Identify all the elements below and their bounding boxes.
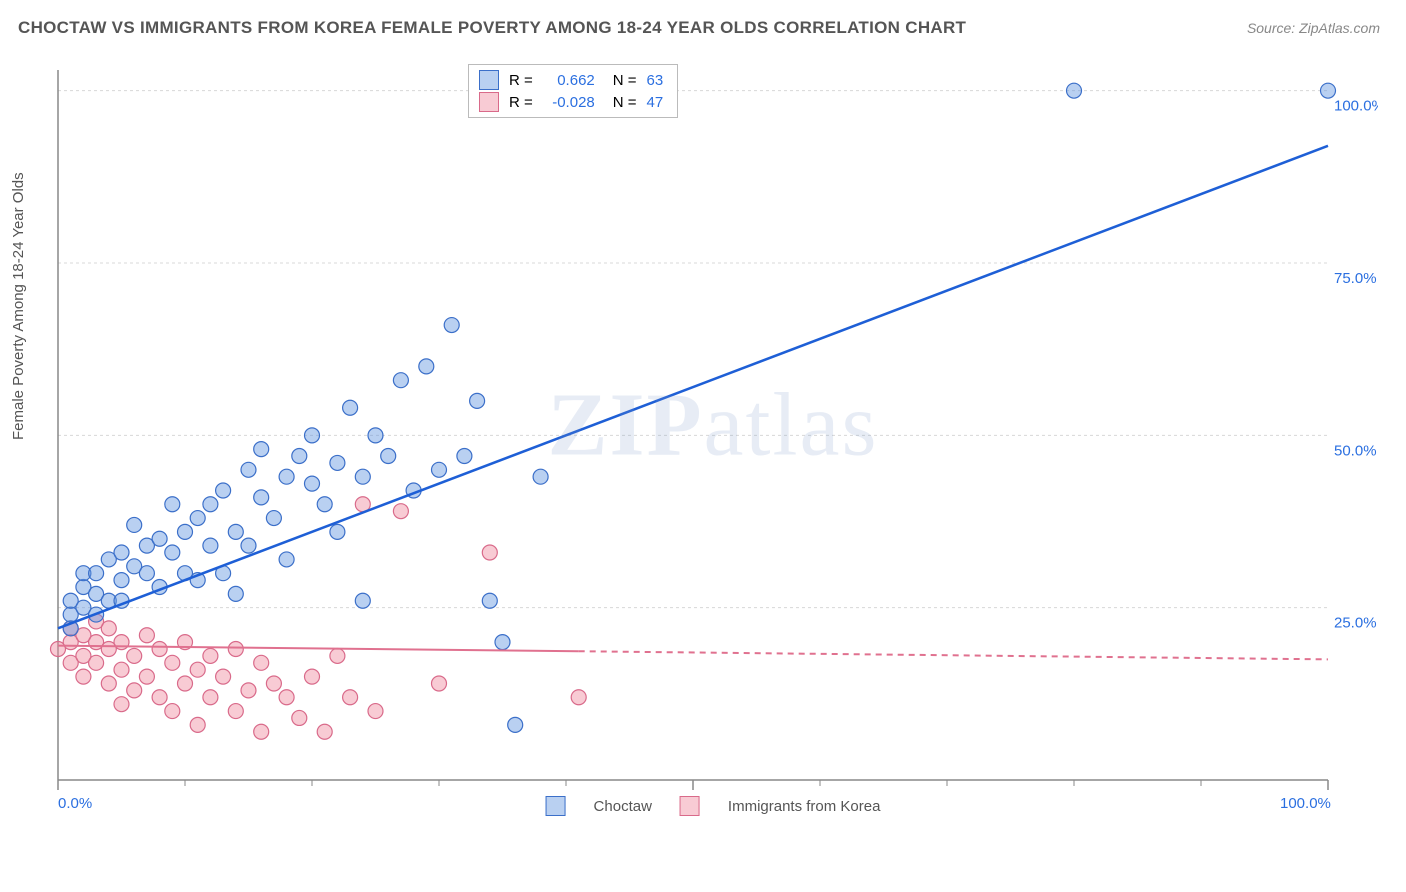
chart-svg: 25.0% 50.0% 75.0% 100.0% 0.0% 100.0% [48,60,1378,820]
series-a-label: Choctaw [594,798,652,815]
stats-row-a: R = 0.662 N = 63 [479,69,663,91]
r-value: -0.028 [543,94,595,111]
svg-text:50.0%: 50.0% [1334,442,1377,459]
svg-text:75.0%: 75.0% [1334,270,1377,287]
chart-title: CHOCTAW VS IMMIGRANTS FROM KOREA FEMALE … [18,18,966,38]
svg-text:0.0%: 0.0% [58,795,92,812]
stats-legend: R = 0.662 N = 63 R = -0.028 N = 47 [468,64,678,118]
n-value: 63 [647,72,664,89]
stats-row-b: R = -0.028 N = 47 [479,91,663,113]
square-icon [680,796,700,816]
source-credit: Source: ZipAtlas.com [1247,20,1380,36]
r-label: R = [509,94,533,111]
scatter-plot: 25.0%50.0%75.0%100.0%0.0%100.0% ZIPatlas… [48,60,1378,820]
svg-text:100.0%: 100.0% [1334,98,1378,115]
n-label: N = [613,94,637,111]
y-axis-label: Female Poverty Among 18-24 Year Olds [10,172,27,440]
r-label: R = [509,72,533,89]
svg-text:100.0%: 100.0% [1280,795,1331,812]
series-legend: Choctaw Immigrants from Korea [546,796,881,816]
n-label: N = [613,72,637,89]
r-value: 0.662 [543,72,595,89]
svg-text:25.0%: 25.0% [1334,615,1377,632]
square-icon [479,70,499,90]
n-value: 47 [647,94,664,111]
square-icon [546,796,566,816]
square-icon [479,92,499,112]
series-b-label: Immigrants from Korea [728,798,881,815]
